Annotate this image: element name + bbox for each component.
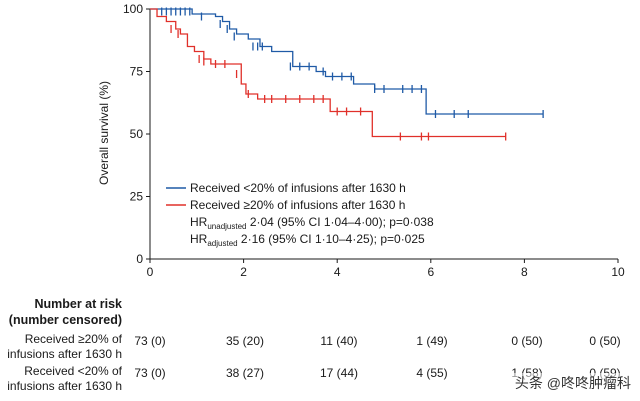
y-axis-label: Overall survival (%) [97,81,111,185]
risk-cell: 73 (0) [134,334,166,348]
hr-prefix: HR [190,215,208,229]
hr-value: 2·04 (95% CI 1·04–4·00); p=0·038 [247,215,434,229]
survival-curve-1 [150,8,506,138]
hr-subscript: adjusted [207,239,237,248]
risk-title-line2: (number censored) [8,313,122,327]
legend-label-blue: Received <20% of infusions after 1630 h [190,181,406,195]
y-tick-label: 50 [130,127,144,141]
risk-cell: 4 (55) [416,366,448,380]
y-tick-label: 100 [123,2,143,16]
risk-title-line1: Number at risk [34,297,122,311]
risk-row-label-line1: Received ≥20% of [24,332,122,346]
y-tick-label: 25 [130,190,144,204]
risk-row-label: Received ≥20% of infusions after 1630 h [0,332,122,362]
risk-cell: 73 (0) [134,366,166,380]
x-tick-label: 6 [427,265,434,279]
risk-cell: 35 (20) [225,334,265,348]
hr-adjusted: HRadjusted 2·16 (95% CI 1·10–4·25); p=0·… [190,232,425,248]
risk-row-label-line2: infusions after 1630 h [7,347,122,361]
risk-cell: 0 (50) [589,334,621,348]
x-tick-label: 8 [521,265,528,279]
risk-cell: 11 (40) [320,334,358,348]
hr-value: 2·16 (95% CI 1·10–4·25); p=0·025 [238,232,425,246]
hr-prefix: HR [190,232,208,246]
hr-subscript: unadjusted [207,222,246,231]
risk-cell: 1 (49) [416,334,448,348]
risk-row-label-line2: infusions after 1630 h [7,379,122,393]
watermark: 头条 @咚咚肿瘤科 [511,373,634,393]
y-tick-label: 0 [136,252,143,266]
x-tick-label: 2 [240,265,247,279]
survival-curve-0 [150,8,544,115]
x-tick-label: 10 [611,265,625,279]
legend-label-red: Received ≥20% of infusions after 1630 h [190,198,405,212]
hr-unadjusted: HRunadjusted 2·04 (95% CI 1·04–4·00); p=… [190,215,434,231]
legend: Received <20% of infusions after 1630 h … [166,181,434,248]
risk-cell: 0 (50) [511,334,543,348]
risk-row-label: Received <20% of infusions after 1630 h [0,364,122,394]
y-tick-label: 75 [130,65,144,79]
risk-table-title: Number at risk (number censored) [0,296,122,328]
risk-cell: 38 (27) [225,366,265,380]
x-tick-label: 0 [147,265,154,279]
risk-cell: 17 (44) [319,366,359,380]
series-layer [150,7,544,141]
x-tick-label: 4 [334,265,341,279]
risk-row-label-line1: Received <20% of [24,364,122,378]
